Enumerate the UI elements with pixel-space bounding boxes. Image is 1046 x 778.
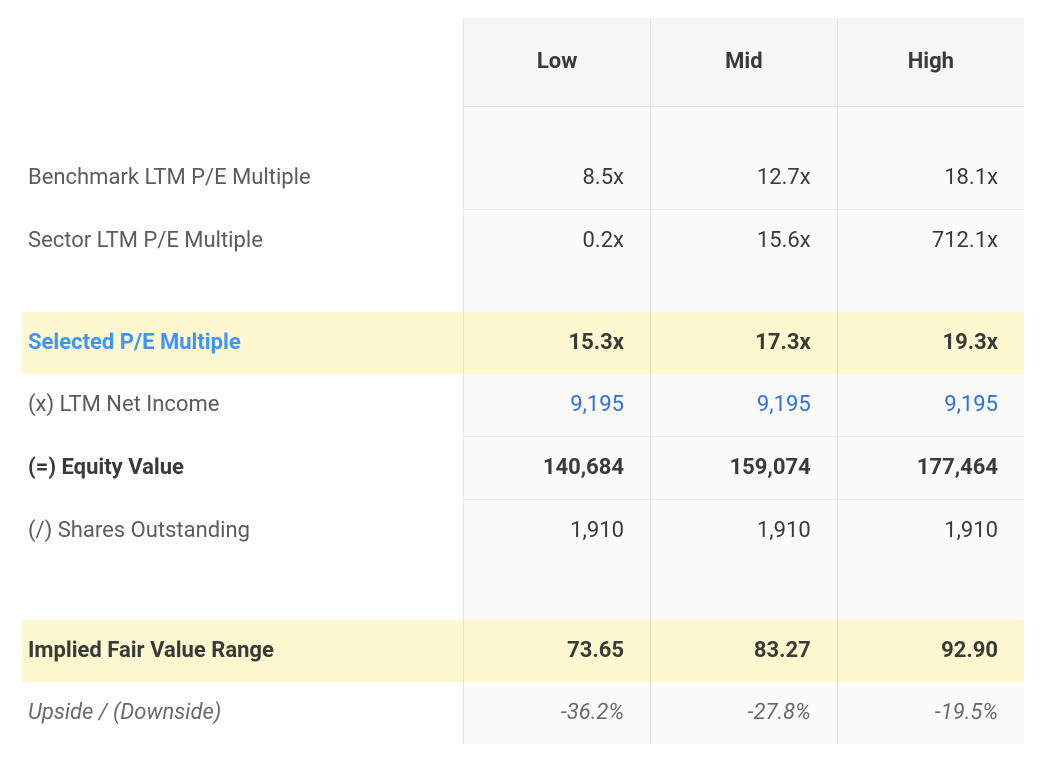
val-upside-mid: -27.8%: [650, 682, 837, 744]
row-equity-value: (=) Equity Value 140,684 159,074 177,464: [22, 437, 1024, 500]
val-upside-high: -19.5%: [837, 682, 1024, 744]
val-sector-low: 0.2x: [464, 210, 651, 273]
label-sector: Sector LTM P/E Multiple: [22, 210, 464, 273]
val-benchmark-mid: 12.7x: [650, 147, 837, 210]
label-selected-pe: Selected P/E Multiple: [22, 312, 464, 374]
val-fair-mid: 83.27: [650, 620, 837, 682]
val-equity-mid: 159,074: [650, 437, 837, 500]
valuation-table: Low Mid High Benchmark LTM P/E Multiple …: [22, 18, 1024, 744]
val-sector-mid: 15.6x: [650, 210, 837, 273]
val-upside-low: -36.2%: [464, 682, 651, 744]
row-shares: (/) Shares Outstanding 1,910 1,910 1,910: [22, 500, 1024, 563]
val-shares-high: 1,910: [837, 500, 1024, 563]
val-benchmark-low: 8.5x: [464, 147, 651, 210]
label-upside: Upside / (Downside): [22, 682, 464, 744]
val-sector-high: 712.1x: [837, 210, 1024, 273]
row-sector: Sector LTM P/E Multiple 0.2x 15.6x 712.1…: [22, 210, 1024, 273]
table-header-row: Low Mid High: [22, 18, 1024, 107]
val-equity-low: 140,684: [464, 437, 651, 500]
col-header-mid: Mid: [650, 18, 837, 107]
val-netincome-mid: 9,195: [650, 374, 837, 437]
header-blank: [22, 18, 464, 107]
row-upside: Upside / (Downside) -36.2% -27.8% -19.5%: [22, 682, 1024, 744]
label-benchmark: Benchmark LTM P/E Multiple: [22, 147, 464, 210]
gap-row: [22, 107, 1024, 148]
val-shares-low: 1,910: [464, 500, 651, 563]
row-benchmark: Benchmark LTM P/E Multiple 8.5x 12.7x 18…: [22, 147, 1024, 210]
row-fair-value: Implied Fair Value Range 73.65 83.27 92.…: [22, 620, 1024, 682]
val-benchmark-high: 18.1x: [837, 147, 1024, 210]
val-fair-high: 92.90: [837, 620, 1024, 682]
val-selected-high: 19.3x: [837, 312, 1024, 374]
val-shares-mid: 1,910: [650, 500, 837, 563]
val-equity-high: 177,464: [837, 437, 1024, 500]
row-net-income: (x) LTM Net Income 9,195 9,195 9,195: [22, 374, 1024, 437]
col-header-high: High: [837, 18, 1024, 107]
gap-row: [22, 562, 1024, 620]
val-selected-low: 15.3x: [464, 312, 651, 374]
gap-row: [22, 272, 1024, 312]
label-net-income: (x) LTM Net Income: [22, 374, 464, 437]
val-fair-low: 73.65: [464, 620, 651, 682]
label-fair-value: Implied Fair Value Range: [22, 620, 464, 682]
val-selected-mid: 17.3x: [650, 312, 837, 374]
val-netincome-high: 9,195: [837, 374, 1024, 437]
label-equity-value: (=) Equity Value: [22, 437, 464, 500]
label-shares: (/) Shares Outstanding: [22, 500, 464, 563]
col-header-low: Low: [464, 18, 651, 107]
row-selected-pe: Selected P/E Multiple 15.3x 17.3x 19.3x: [22, 312, 1024, 374]
val-netincome-low: 9,195: [464, 374, 651, 437]
